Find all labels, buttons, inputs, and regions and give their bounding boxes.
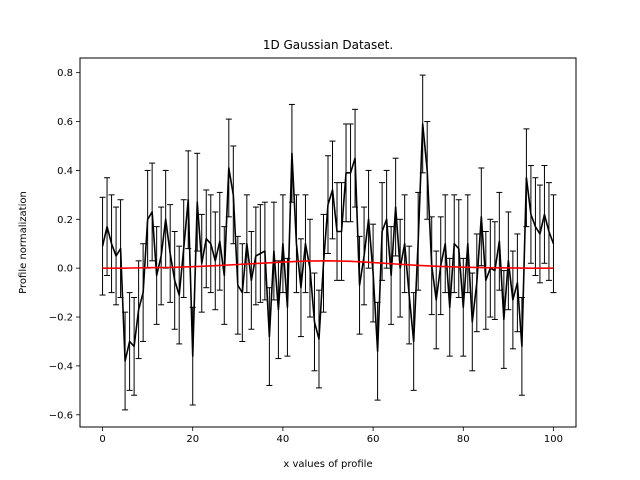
series-line	[102, 260, 554, 269]
y-tick-label: 0.6	[57, 117, 73, 128]
x-tick-label: 20	[186, 434, 199, 445]
axes-frame	[79, 57, 577, 428]
y-tick-label: 0.0	[57, 264, 73, 275]
x-axis-label: x values of profile	[283, 459, 372, 470]
x-tick-label: 80	[457, 434, 470, 445]
y-tick-label: 0.4	[57, 166, 73, 177]
series-0	[99, 74, 557, 411]
x-tick-label: 60	[367, 434, 380, 445]
y-tick-label: 0.2	[57, 215, 73, 226]
plot-area	[99, 74, 557, 411]
y-tick-label: −0.6	[49, 410, 73, 421]
x-tick-label: 0	[99, 434, 105, 445]
axes-ticks: 0 20 40 60 80 100 −0.6 −0.4 −0.2 0.0 0.2 0.4 0.6 0.8	[49, 68, 563, 445]
y-tick-label: −0.4	[49, 361, 73, 372]
series-1	[102, 260, 554, 269]
y-tick-label: 0.8	[57, 68, 73, 79]
x-tick-label: 40	[277, 434, 290, 445]
x-tick-label: 100	[544, 434, 563, 445]
y-tick-label: −0.2	[49, 313, 73, 324]
y-axis-label: Profile normalization	[18, 191, 29, 294]
chart-title: 1D Gaussian Dataset.	[263, 38, 393, 52]
series-line	[101, 123, 555, 362]
